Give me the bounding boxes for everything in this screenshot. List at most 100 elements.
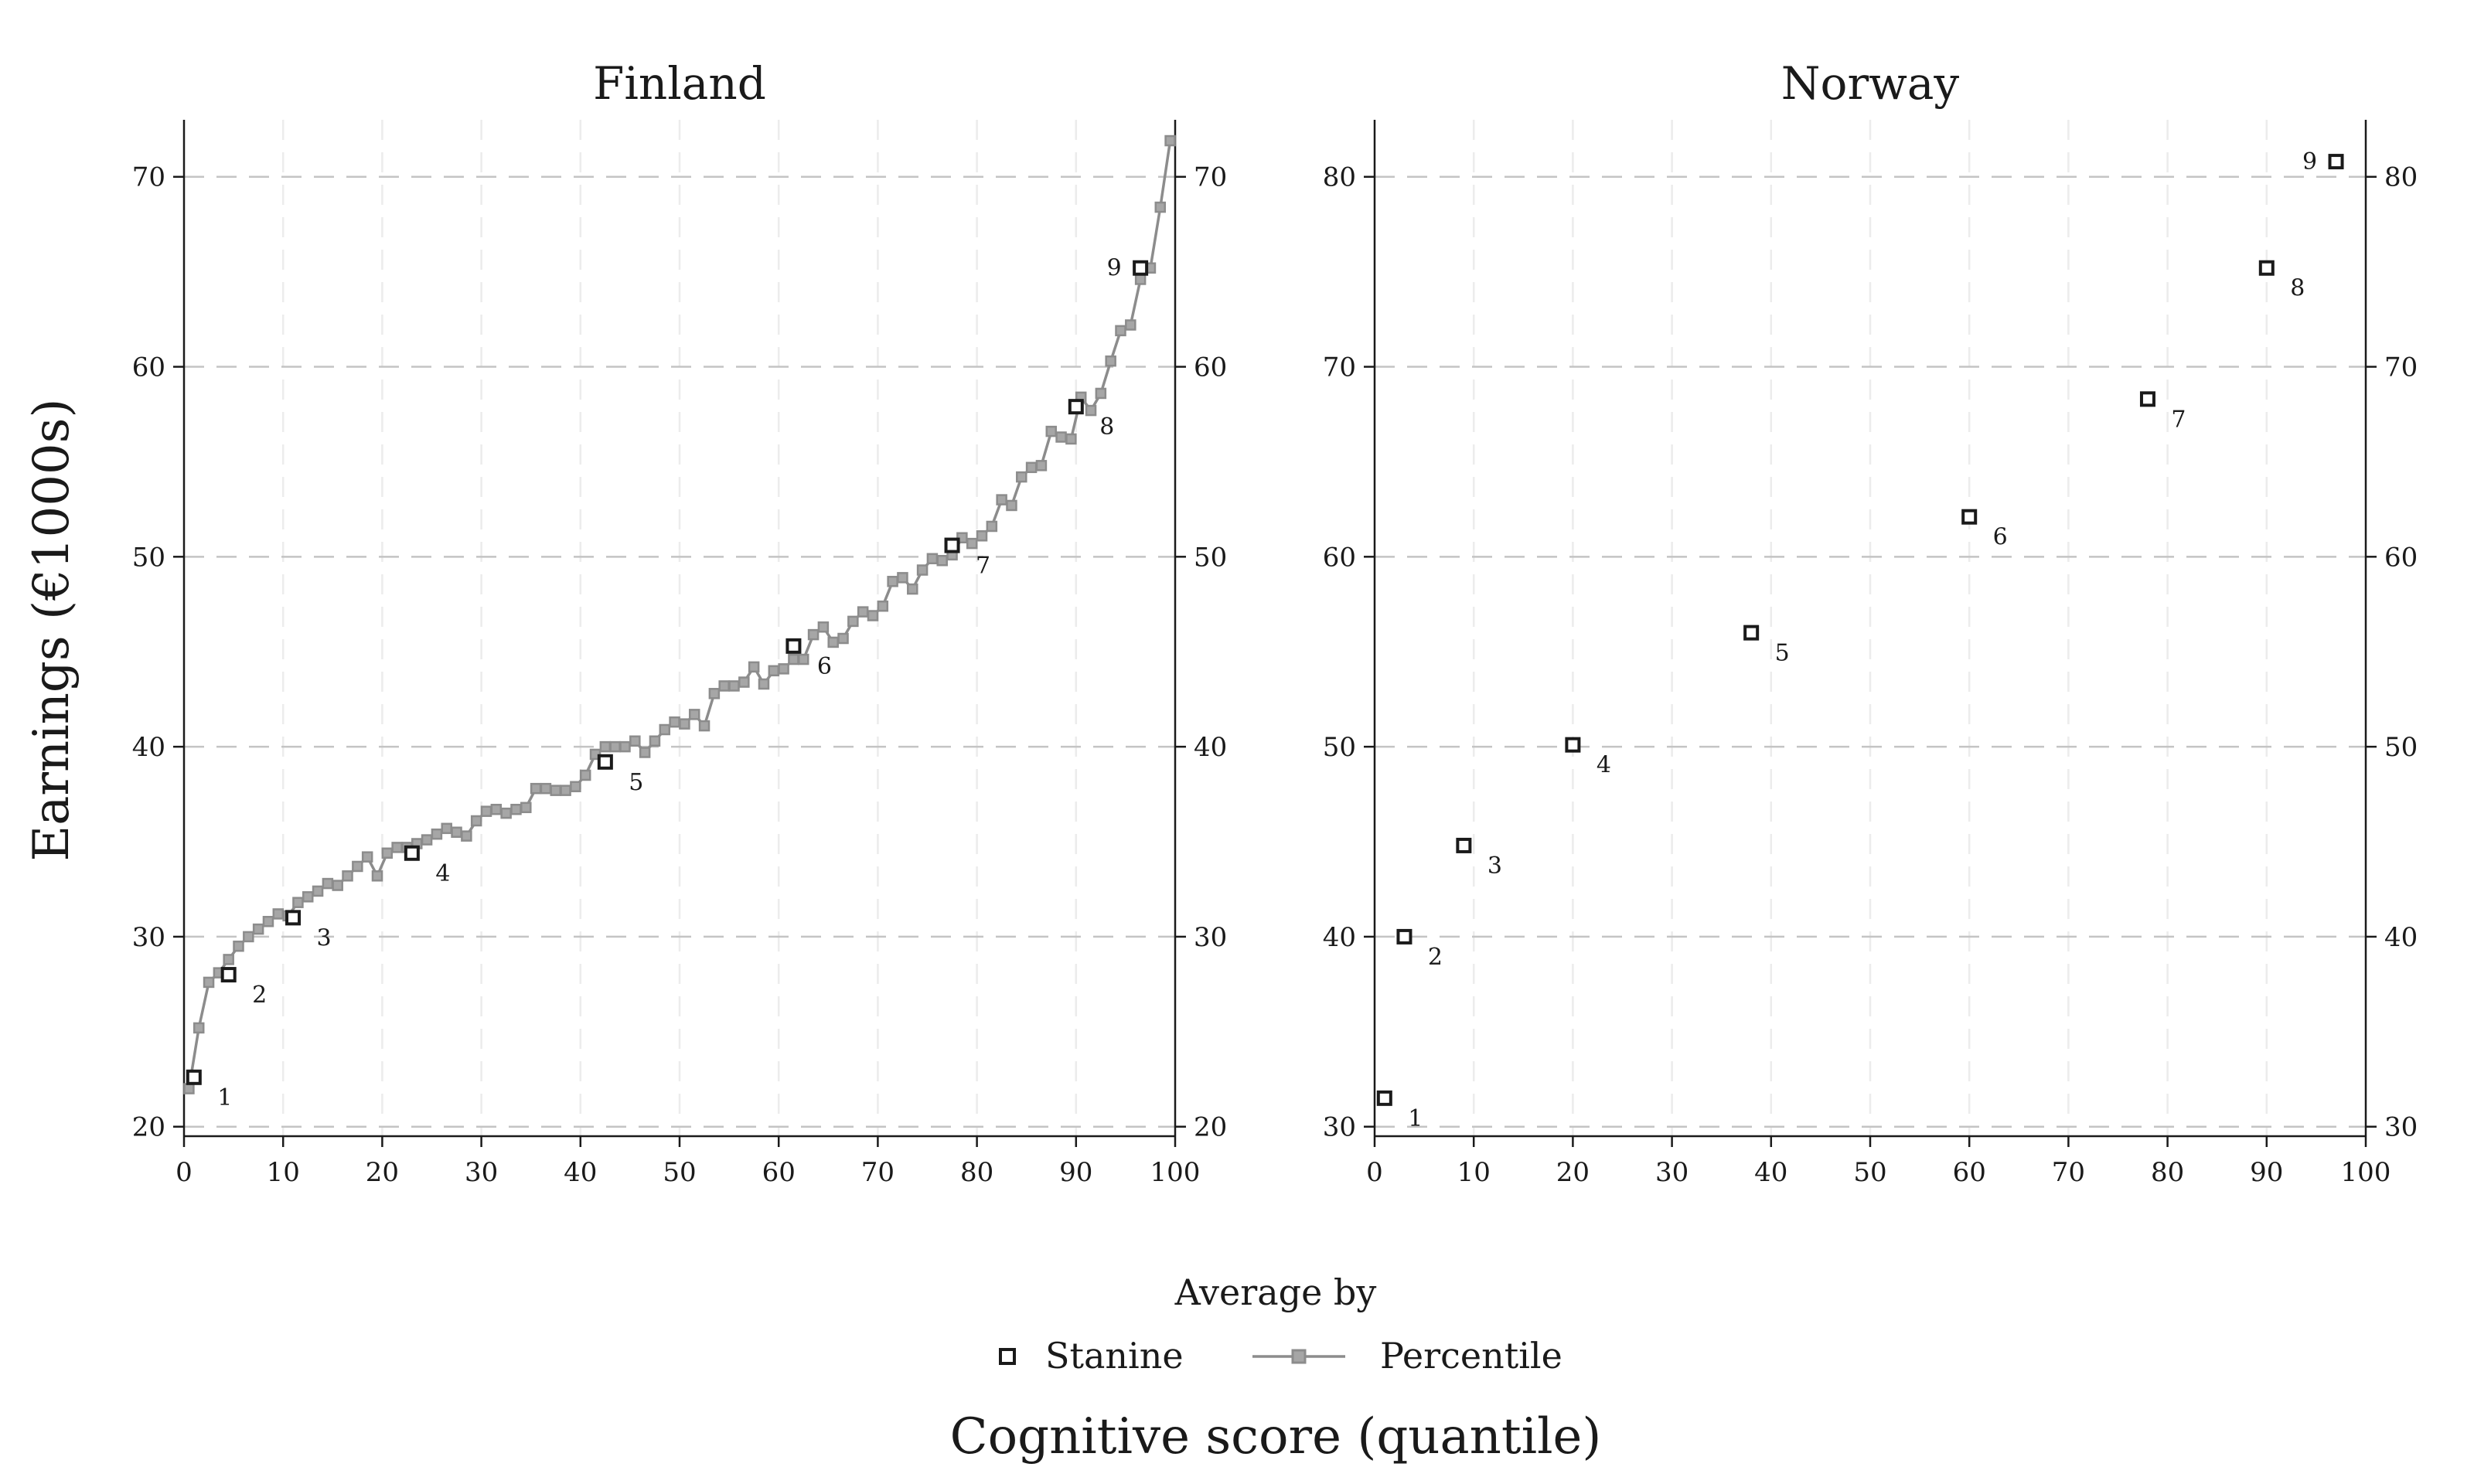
percentile-point [391, 842, 403, 853]
percentile-point [748, 661, 760, 673]
stanine-label: 2 [1428, 944, 1443, 971]
legend-percentile-label: Percentile [1380, 1335, 1562, 1377]
y-tick-label-left: 30 [132, 922, 165, 953]
x-tick-label: 90 [2250, 1157, 2283, 1188]
percentile-point [579, 769, 591, 781]
stanine-point [2328, 154, 2344, 170]
x-tick-label: 0 [175, 1157, 193, 1188]
percentile-point [183, 1083, 195, 1094]
stanine-point [785, 638, 802, 654]
stanine-label: 9 [1107, 255, 1122, 282]
legend-title: Average by [1174, 1271, 1377, 1313]
legend-stanine-label: Stanine [1045, 1335, 1184, 1377]
percentile-point [659, 723, 671, 736]
percentile-point [798, 653, 809, 665]
percentile-point [1016, 471, 1027, 483]
percentile-point [669, 716, 680, 728]
percentile-point [1045, 425, 1057, 437]
x-axis-label: Cognitive score (quantile) [950, 1408, 1602, 1465]
percentile-point [817, 621, 830, 633]
legend-stanine-marker [999, 1348, 1016, 1365]
x-tick-label: 80 [2151, 1157, 2184, 1188]
percentile-point [788, 653, 799, 665]
percentile-point [371, 870, 383, 882]
percentile-point [550, 785, 561, 796]
percentile-point [867, 610, 879, 621]
x-tick-label: 80 [960, 1157, 993, 1188]
percentile-point [649, 735, 661, 747]
percentile-point [599, 740, 612, 753]
percentile-point [441, 822, 452, 835]
x-tick-label: 50 [1853, 1157, 1886, 1188]
x-tick-label: 40 [1754, 1157, 1787, 1188]
percentile-point [292, 897, 304, 908]
percentile-point [708, 688, 721, 699]
percentile-point [629, 735, 641, 747]
percentile-point [1134, 274, 1147, 285]
stanine-point [404, 845, 420, 861]
stanine-point [2139, 391, 2155, 407]
x-tick-label: 70 [2052, 1157, 2085, 1188]
percentile-point [847, 615, 859, 628]
percentile-point [223, 954, 234, 965]
stanine-label: 5 [629, 769, 643, 796]
stanine-label: 4 [1597, 752, 1611, 779]
y-tick-label-left: 70 [132, 162, 165, 193]
percentile-point [926, 553, 939, 565]
stanine-label: 2 [252, 982, 267, 1009]
percentile-point [332, 880, 343, 891]
x-tick-label: 30 [465, 1157, 498, 1188]
percentile-point [728, 680, 740, 692]
stanine-label: 1 [217, 1084, 232, 1111]
x-tick-label: 10 [1457, 1157, 1491, 1188]
percentile-point [431, 828, 443, 840]
percentile-point [807, 628, 820, 641]
percentile-point [966, 537, 978, 550]
percentile-point [698, 720, 711, 732]
stanine-point [2258, 260, 2275, 276]
percentile-point [1105, 355, 1116, 367]
percentile-point [916, 564, 929, 576]
percentile-point [1065, 433, 1077, 445]
y-tick-label-right: 50 [2384, 732, 2418, 763]
x-tick-label: 90 [1059, 1157, 1092, 1188]
x-tick-label: 20 [366, 1157, 399, 1188]
percentile-point [342, 870, 353, 882]
y-tick-label-right: 50 [1194, 542, 1227, 573]
x-tick-label: 60 [1953, 1157, 1986, 1188]
y-tick-label-right: 60 [2384, 542, 2418, 573]
stanine-point [1133, 260, 1149, 276]
stanine-point [1376, 1090, 1392, 1106]
percentile-point [688, 709, 700, 720]
stanine-label: 5 [1775, 640, 1790, 667]
percentile-point [1154, 201, 1167, 213]
percentile-point [233, 940, 244, 952]
percentile-point [540, 782, 552, 795]
percentile-point [907, 583, 918, 595]
percentile-point [1125, 319, 1136, 331]
stanine-point [285, 910, 302, 926]
percentile-point [560, 785, 571, 796]
stanine-point [1456, 837, 1472, 853]
y-tick-label-left: 50 [1323, 732, 1356, 763]
percentile-point [857, 606, 869, 618]
percentile-point [451, 826, 462, 838]
percentile-point [272, 908, 285, 920]
stanine-label: 3 [316, 924, 331, 951]
percentile-point [510, 803, 522, 815]
percentile-point [312, 885, 324, 897]
stanine-label: 7 [976, 553, 990, 580]
percentile-point [768, 665, 780, 677]
y-tick-label-left: 70 [1323, 352, 1356, 383]
y-tick-label-right: 20 [1194, 1112, 1227, 1143]
stanine-label: 1 [1408, 1105, 1423, 1132]
percentile-point [1006, 499, 1017, 512]
percentile-point [530, 782, 542, 795]
percentile-point [193, 1022, 205, 1034]
stanine-point [1396, 928, 1412, 945]
panel-title: Norway [1781, 57, 1960, 110]
percentile-point [1055, 431, 1067, 443]
stanine-label: 3 [1487, 853, 1502, 880]
percentile-point [252, 923, 264, 935]
